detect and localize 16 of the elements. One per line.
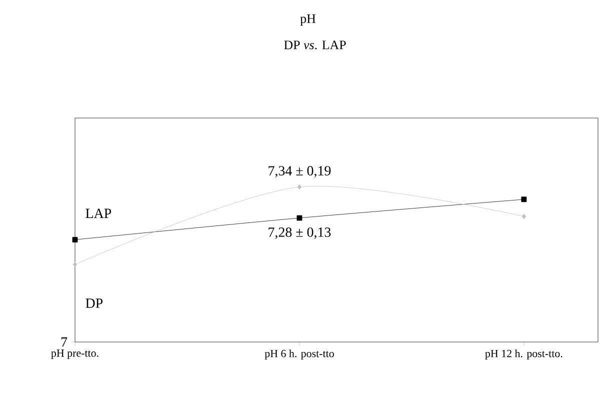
annotation: 7,28 ± 0,13	[268, 227, 331, 239]
point	[296, 215, 302, 221]
point	[72, 236, 78, 242]
point	[297, 184, 302, 190]
point	[521, 196, 527, 202]
chart-subtitle: DP vs. LAP	[284, 40, 346, 50]
point	[72, 262, 78, 268]
text: 7	[61, 337, 68, 347]
x-tick-label: pH pre-tto.	[51, 350, 98, 360]
point	[522, 214, 526, 220]
text: 7,34 ± 0,19	[268, 166, 331, 178]
x-tick-label: pH 6 h. post-tto	[264, 350, 334, 360]
text: DP	[86, 298, 103, 308]
chart-title: pH	[300, 14, 316, 26]
x-tick-label: pH 12 h. post-tto.	[485, 350, 562, 360]
series-label: LAP	[86, 208, 112, 218]
